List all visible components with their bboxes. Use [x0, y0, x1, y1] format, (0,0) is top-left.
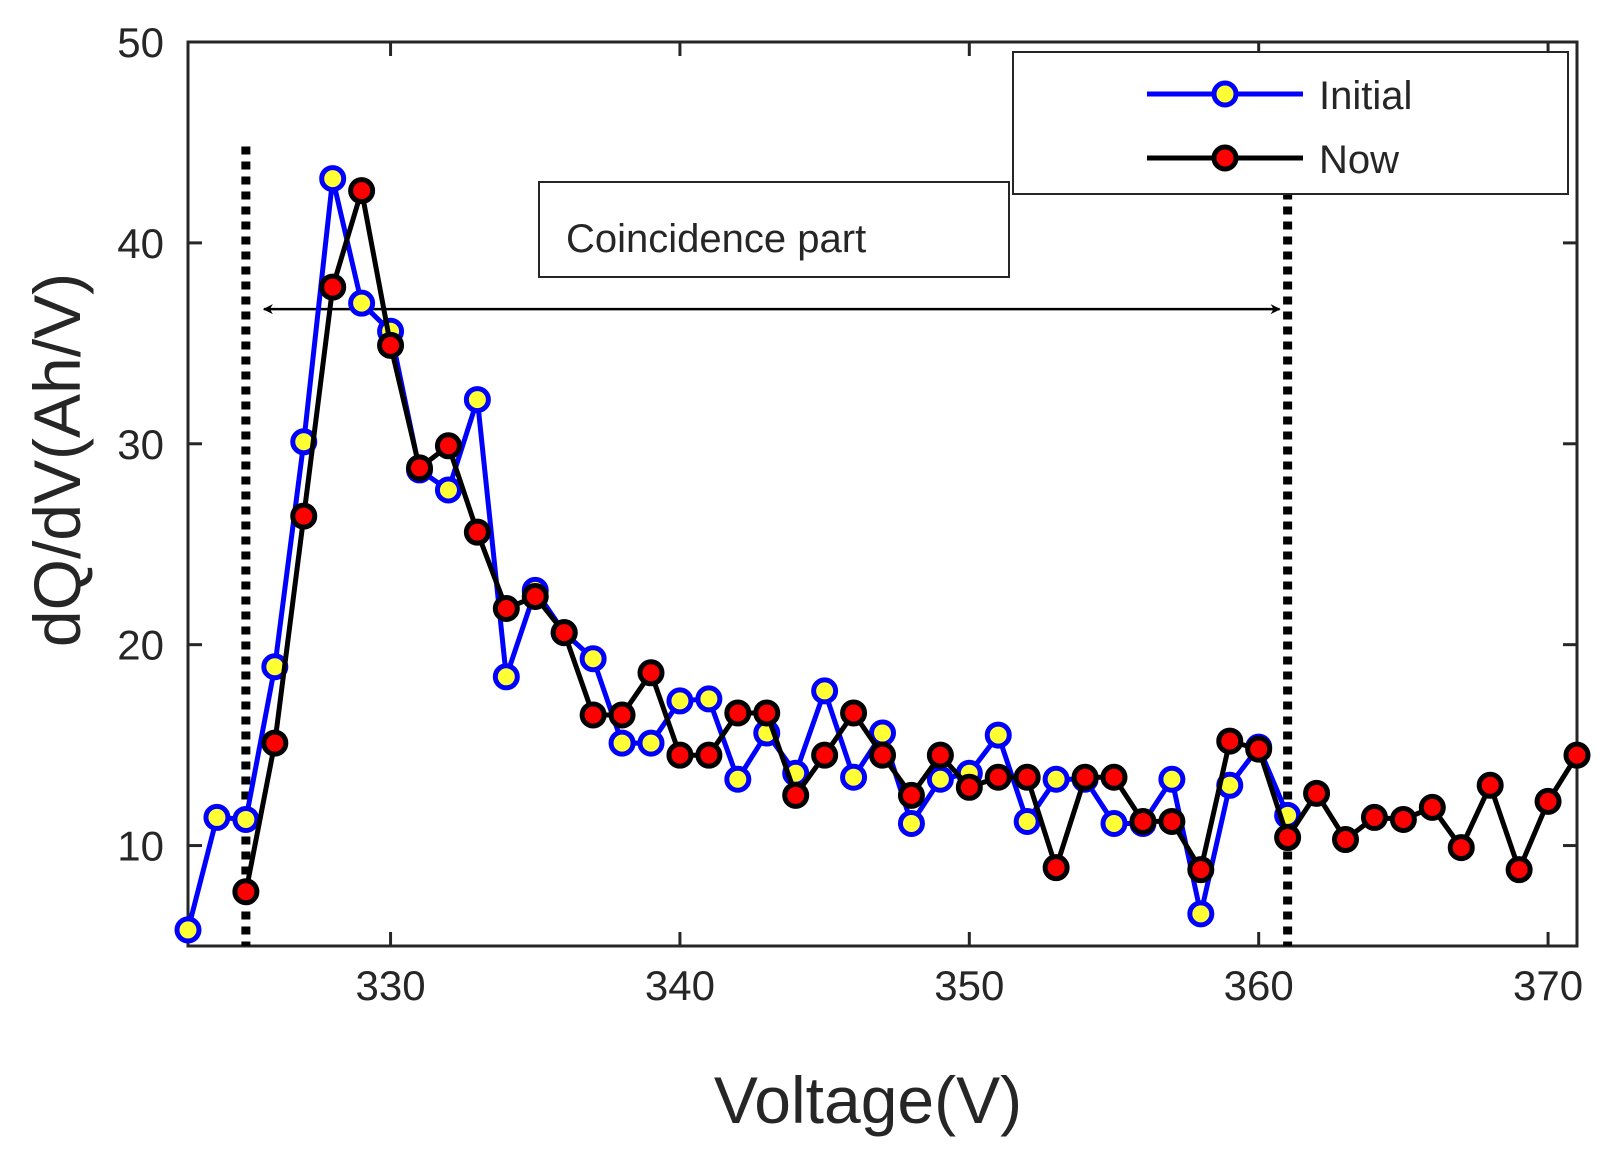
data-point-now: [1360, 803, 1388, 831]
data-point-now: [290, 502, 318, 530]
data-point-now: [261, 729, 289, 757]
legend-now-marker: [1211, 144, 1239, 172]
data-point-initial: [174, 916, 202, 944]
data-point-now: [348, 177, 376, 205]
annotation-box: Coincidence part: [538, 181, 1010, 278]
data-point-initial: [1187, 900, 1215, 928]
legend-now-label: Now: [1319, 138, 1399, 182]
axis-ticks: 330 340 350 360 370 10 20 30 40 50: [117, 19, 1583, 1009]
annotation-text: Coincidence part: [566, 217, 866, 261]
data-point-initial: [1100, 809, 1128, 837]
data-point-now: [1158, 807, 1186, 835]
data-point-now: [550, 619, 578, 647]
x-tick-label: 370: [1513, 962, 1583, 1009]
data-point-now: [1418, 793, 1446, 821]
y-tick-label: 30: [117, 421, 164, 468]
data-point-now: [1534, 787, 1562, 815]
y-tick-label: 20: [117, 622, 164, 669]
data-point-now: [1013, 763, 1041, 791]
data-point-initial: [637, 729, 665, 757]
x-axis-title: Voltage(V): [714, 1063, 1022, 1137]
data-point-now: [1447, 834, 1475, 862]
legend-initial-label: Initial: [1319, 74, 1412, 118]
data-point-now: [1274, 824, 1302, 852]
data-point-now: [319, 273, 347, 301]
data-point-now: [840, 699, 868, 727]
data-point-initial: [926, 765, 954, 793]
data-point-now: [1042, 854, 1070, 882]
data-point-initial: [348, 289, 376, 317]
x-tick-label: 330: [356, 962, 426, 1009]
data-point-now: [463, 518, 491, 546]
data-point-initial: [666, 687, 694, 715]
data-point-now: [753, 699, 781, 727]
data-point-initial: [203, 803, 231, 831]
data-point-now: [984, 763, 1012, 791]
data-point-now: [897, 781, 925, 809]
data-point-now: [1332, 826, 1359, 854]
data-point-now: [782, 781, 810, 809]
y-tick-label: 10: [117, 823, 164, 870]
data-point-now: [724, 699, 752, 727]
data-point-now: [492, 595, 520, 623]
data-point-now: [406, 454, 433, 482]
data-point-now: [377, 331, 405, 359]
data-point-now: [1563, 741, 1591, 769]
legend-initial-marker: [1211, 80, 1239, 108]
data-point-initial: [608, 729, 636, 757]
legend: Initial Now: [1012, 51, 1569, 195]
data-point-now: [1071, 763, 1099, 791]
data-point-initial: [811, 677, 839, 705]
data-point-now: [579, 701, 607, 729]
data-point-initial: [434, 476, 462, 504]
data-point-initial: [724, 765, 752, 793]
legend-frame: [1012, 51, 1569, 195]
data-point-now: [1303, 779, 1331, 807]
data-point-now: [1187, 856, 1215, 884]
data-point-initial: [232, 805, 260, 833]
data-point-now: [1389, 805, 1417, 833]
plot-frame: [186, 40, 1579, 948]
data-point-initial: [1013, 807, 1041, 835]
annotation-frame: [538, 181, 1010, 278]
data-point-now: [1505, 856, 1533, 884]
data-point-initial: [1042, 765, 1070, 793]
data-point-now: [434, 432, 462, 460]
data-point-now: [1476, 771, 1504, 799]
data-point-now: [869, 741, 896, 769]
data-point-initial: [319, 165, 347, 193]
data-point-initial: [579, 645, 607, 673]
data-point-now: [521, 582, 549, 610]
x-tick-label: 340: [645, 962, 715, 1009]
data-point-now: [695, 741, 723, 769]
y-tick-label: 50: [117, 19, 164, 66]
data-point-initial: [695, 685, 723, 713]
x-tick-label: 350: [934, 962, 1004, 1009]
data-point-initial: [1158, 765, 1186, 793]
y-tick-label: 40: [117, 220, 164, 267]
data-point-now: [1245, 735, 1273, 763]
data-point-now: [955, 773, 983, 801]
data-point-initial: [897, 809, 925, 837]
data-point-initial: [492, 663, 520, 691]
series-layer: [174, 165, 1591, 944]
data-point-initial: [463, 386, 491, 414]
data-point-now: [926, 741, 954, 769]
data-point-now: [811, 741, 839, 769]
data-point-now: [1129, 807, 1157, 835]
data-point-now: [608, 701, 636, 729]
data-point-now: [232, 878, 260, 906]
data-point-now: [1100, 763, 1128, 791]
data-point-now: [1216, 727, 1244, 755]
data-point-initial: [840, 763, 868, 791]
data-point-now: [666, 741, 694, 769]
x-tick-label: 360: [1224, 962, 1294, 1009]
data-point-initial: [984, 721, 1012, 749]
y-axis-title: dQ/dV(Ah/V): [20, 273, 94, 647]
data-point-now: [637, 659, 665, 687]
